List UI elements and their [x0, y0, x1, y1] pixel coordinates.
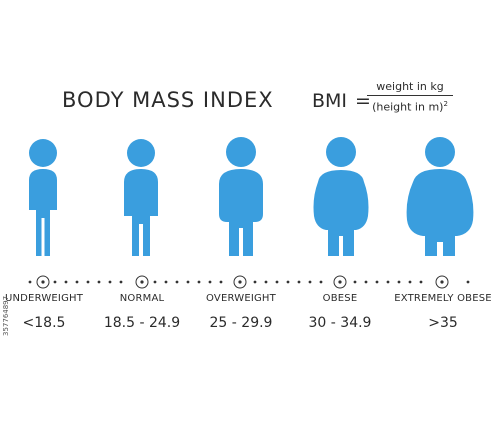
formula-denominator: (height in m) — [372, 100, 444, 114]
category-name-underweight: UNDERWEIGHT — [4, 293, 84, 304]
figure-obese — [313, 137, 369, 256]
figure-body — [406, 169, 474, 256]
category-name-normal: NORMAL — [119, 293, 165, 304]
category-range-obese: 30 - 34.9 — [308, 315, 372, 331]
formula-numerator: weight in kg — [376, 80, 444, 93]
category-name-extremely-obese: EXTREMELY OBESE — [394, 293, 492, 304]
category-range-normal: 18.5 - 24.9 — [103, 315, 181, 331]
formula-label: BMI — [312, 90, 348, 112]
figure-underweight — [29, 139, 57, 256]
figure-head — [226, 137, 256, 167]
category-range-extremely-obese: >35 — [428, 315, 458, 331]
scale-dots — [28, 280, 470, 284]
figure-normal — [124, 139, 158, 256]
figure-head — [29, 139, 57, 167]
category-range-overweight: 25 - 29.9 — [209, 315, 273, 331]
formula-fraction: weight in kg (height in m)2 — [367, 80, 453, 115]
figure-body — [29, 169, 57, 256]
scale-markers — [36, 275, 449, 289]
watermark-id: 357764897 — [2, 295, 10, 336]
category-name-obese: OBESE — [322, 293, 358, 304]
marker-overweight — [233, 275, 247, 289]
figure-head — [127, 139, 155, 167]
figure-extremely-obese — [406, 137, 474, 256]
figure-body — [124, 169, 158, 256]
figure-body — [219, 169, 263, 256]
marker-obese — [333, 275, 347, 289]
formula-denominator-wrap: (height in m)2 — [367, 97, 453, 115]
figure-overweight — [219, 137, 263, 256]
page-title: BODY MASS INDEX — [62, 88, 274, 112]
figure-body — [313, 170, 369, 256]
category-name-overweight: OVERWEIGHT — [206, 293, 276, 304]
category-range-underweight: <18.5 — [22, 315, 66, 331]
marker-normal — [135, 275, 149, 289]
marker-underweight — [36, 275, 50, 289]
formula-exponent: 2 — [443, 100, 448, 108]
fraction-bar — [367, 95, 453, 96]
figure-head — [326, 137, 356, 167]
formula-equals: = — [355, 90, 371, 112]
marker-extremely-obese — [435, 275, 449, 289]
bmi-scale — [28, 275, 470, 289]
figure-head — [425, 137, 455, 167]
